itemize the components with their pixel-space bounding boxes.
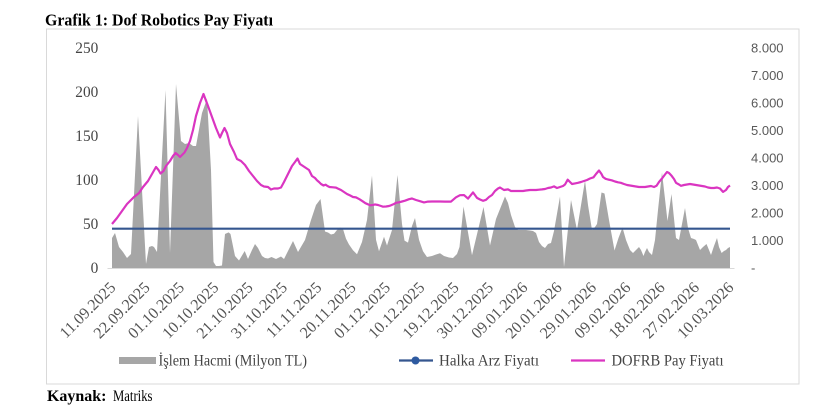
svg-text:7.000: 7.000 xyxy=(751,68,784,83)
svg-text:150: 150 xyxy=(75,128,98,145)
svg-text:8.000: 8.000 xyxy=(751,41,784,56)
svg-text:Halka Arz Fiyatı: Halka Arz Fiyatı xyxy=(439,352,540,369)
svg-text:-: - xyxy=(751,261,755,276)
svg-text:İşlem Hacmi (Milyon TL): İşlem Hacmi (Milyon TL) xyxy=(159,351,308,369)
svg-text:0: 0 xyxy=(91,260,99,277)
svg-text:4.000: 4.000 xyxy=(751,151,784,166)
svg-text:50: 50 xyxy=(83,216,98,233)
svg-text:6.000: 6.000 xyxy=(751,96,784,111)
svg-text:Kaynak:: Kaynak: xyxy=(47,388,107,405)
svg-text:100: 100 xyxy=(75,172,98,189)
svg-text:1.000: 1.000 xyxy=(751,233,784,248)
svg-text:200: 200 xyxy=(75,84,98,101)
svg-text:2.000: 2.000 xyxy=(751,206,784,221)
svg-text:250: 250 xyxy=(75,40,98,57)
svg-text:5.000: 5.000 xyxy=(751,123,784,138)
svg-text:Matriks: Matriks xyxy=(113,388,153,405)
svg-text:3.000: 3.000 xyxy=(751,178,784,193)
svg-text:Grafik 1: Dof Robotics Pay Fiy: Grafik 1: Dof Robotics Pay Fiyatı xyxy=(45,11,273,30)
svg-text:DOFRB Pay Fiyatı: DOFRB Pay Fiyatı xyxy=(612,352,725,369)
